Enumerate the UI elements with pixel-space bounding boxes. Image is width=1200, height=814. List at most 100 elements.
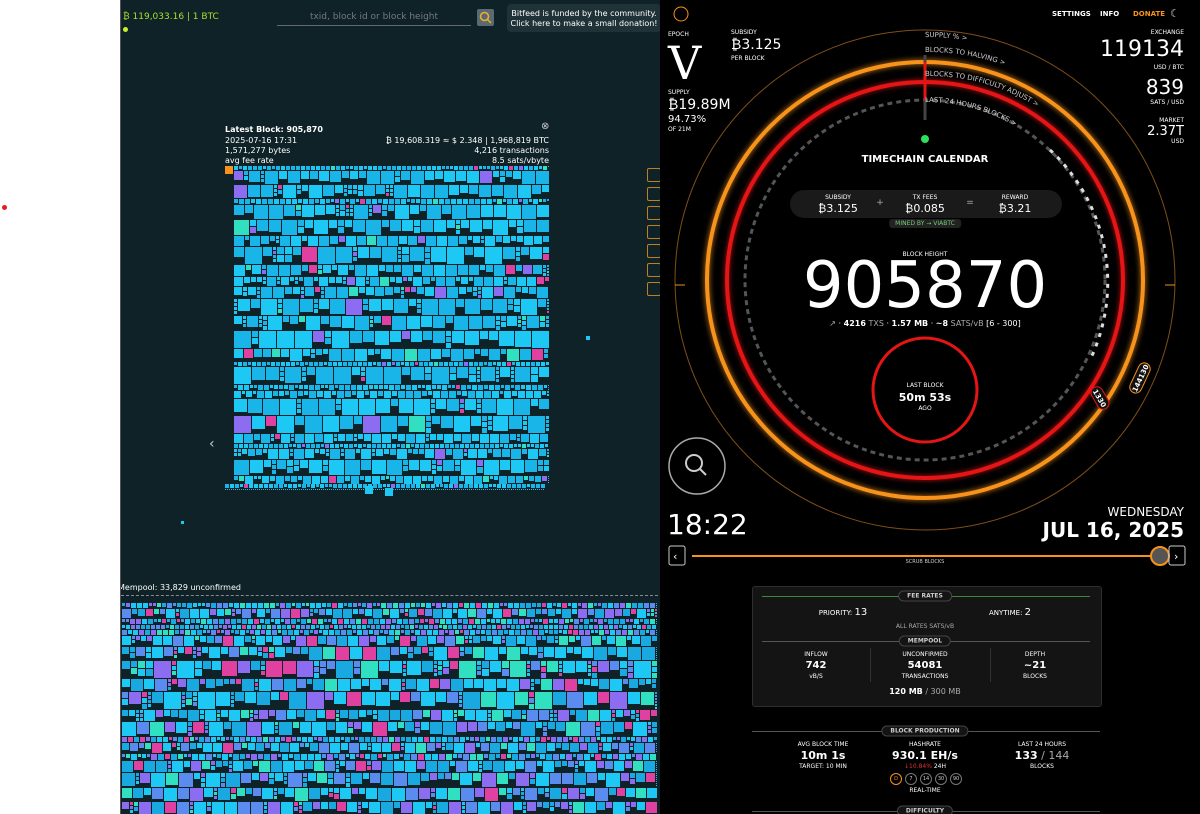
tx-square [408, 449, 412, 453]
tx-square [301, 287, 304, 290]
tx-square [497, 399, 513, 415]
tx-square [223, 743, 233, 753]
weekday: WEDNESDAY [1107, 505, 1185, 519]
tx-square [180, 630, 184, 634]
tx-square [290, 316, 298, 324]
tx-square [599, 747, 602, 750]
tx-square [178, 788, 189, 799]
tx-square [282, 754, 288, 760]
side-icon[interactable] [647, 187, 661, 201]
scrub-knob[interactable] [1150, 546, 1170, 566]
tx-square [353, 220, 365, 232]
donation-box[interactable]: Bitfeed is funded by the community. Clic… [507, 4, 661, 32]
tx-square [156, 625, 160, 629]
tx-square [307, 367, 315, 375]
logo[interactable] [673, 6, 689, 22]
tx-square [477, 371, 480, 374]
range-button[interactable]: D [890, 773, 902, 785]
side-icon[interactable] [647, 225, 661, 239]
tx-square [309, 489, 310, 490]
side-icon[interactable] [647, 282, 661, 296]
tx-square [580, 743, 587, 750]
tx-square [318, 247, 335, 264]
tx-square [579, 625, 583, 629]
side-icon[interactable] [647, 244, 661, 258]
tx-square [158, 754, 164, 760]
tx-square [433, 331, 445, 343]
tx-square [652, 625, 656, 629]
tx-square [421, 316, 432, 327]
tx-square [315, 205, 325, 215]
tx-square [351, 773, 362, 784]
tx-square [403, 673, 406, 676]
tx-square [431, 489, 432, 490]
tx-square [391, 625, 395, 629]
donation-line: Click here to make a small donation! [510, 19, 658, 28]
side-icon[interactable] [647, 206, 661, 220]
tx-square [505, 761, 515, 771]
tx-square [411, 692, 420, 701]
tx-square [532, 385, 537, 390]
tx-square [494, 287, 503, 296]
range-button[interactable]: 30 [935, 773, 947, 785]
tx-square [147, 754, 150, 757]
search-button[interactable] [477, 9, 494, 26]
tx-square [389, 630, 394, 635]
scrub-left[interactable] [668, 545, 686, 566]
prev-arrow[interactable]: ‹ [209, 436, 215, 452]
tx-square [234, 287, 242, 295]
nav-settings[interactable]: SETTINGS [1052, 10, 1091, 18]
tx-square [543, 247, 549, 253]
tx-square [250, 714, 253, 717]
tx-square [647, 625, 651, 629]
range-button[interactable]: 14 [920, 773, 932, 785]
search-button[interactable] [668, 437, 726, 495]
tx-square [372, 460, 386, 474]
block-fee-rate: 8.5 sats/vbyte [492, 156, 549, 165]
tx-square [158, 619, 161, 622]
side-icon[interactable] [647, 168, 661, 182]
tx-square [417, 679, 429, 691]
tx-square [256, 449, 262, 455]
link-icon[interactable]: ↗ [829, 319, 836, 328]
last-block-unit: AGO [918, 405, 932, 412]
ring-label-text[interactable]: SUPPLY % > [925, 31, 968, 42]
tx-square [529, 489, 530, 490]
tx-square [477, 409, 481, 413]
tx-square [478, 722, 487, 731]
tx-square [334, 773, 345, 784]
nav-info[interactable]: INFO [1100, 10, 1120, 18]
tx-square [264, 806, 267, 809]
tx-square [557, 603, 561, 607]
tx-square [261, 666, 265, 670]
tx-square [177, 743, 180, 746]
tx-square [352, 391, 356, 395]
tx-square [284, 781, 287, 784]
tx-square [454, 710, 457, 713]
search-input[interactable]: txid, block id or block height [277, 10, 471, 26]
tx-square [481, 349, 488, 356]
theme-toggle[interactable]: ☾ [1170, 7, 1180, 20]
tx-square [229, 765, 232, 768]
range-button[interactable]: 90 [950, 773, 962, 785]
tx-square [529, 199, 532, 202]
tx-square [265, 743, 270, 748]
tx-square [259, 679, 271, 691]
tx-square [386, 189, 389, 192]
nav-donate[interactable]: DONATE [1133, 10, 1166, 18]
miner[interactable]: MINED BY → VIABTC [889, 219, 961, 229]
tx-square [521, 788, 524, 791]
side-icon[interactable] [647, 263, 661, 277]
scrub-label: SCRUB BLOCKS [905, 559, 945, 565]
tx-square [449, 362, 453, 366]
tx-square [243, 316, 246, 319]
tx-square [392, 166, 396, 170]
range-button[interactable]: 7 [905, 773, 917, 785]
scrub-right[interactable] [1168, 545, 1186, 566]
tx-square [275, 737, 280, 742]
tx-square [559, 625, 563, 629]
close-icon[interactable]: ⊗ [541, 121, 550, 132]
tx-square [307, 619, 311, 623]
tx-square [442, 349, 450, 357]
fee-label: avg fee rate [225, 156, 274, 165]
